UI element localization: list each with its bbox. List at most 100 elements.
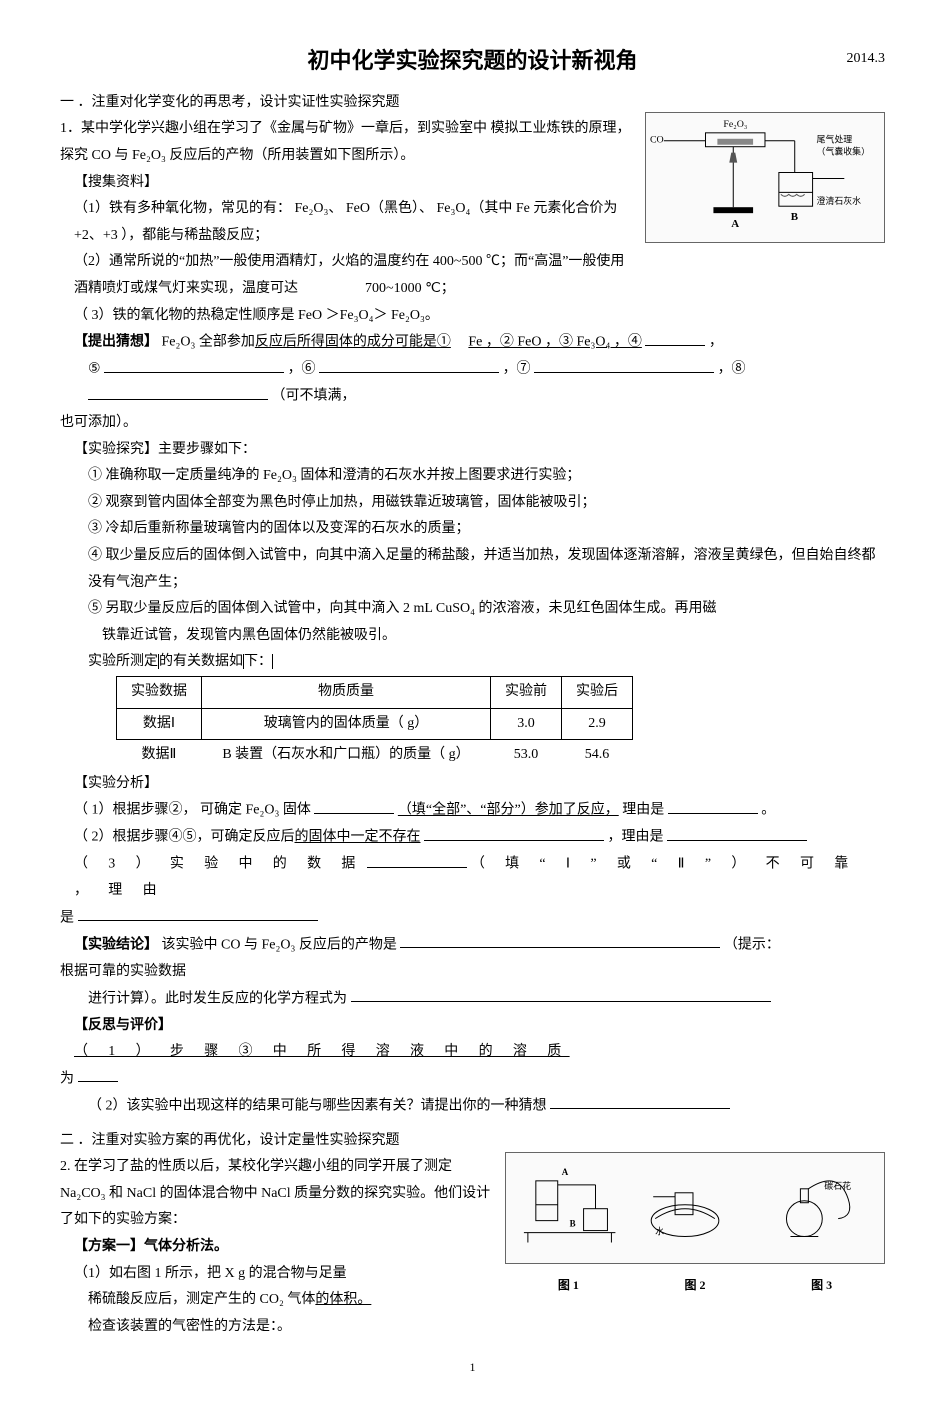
guess-comma-1: ， xyxy=(709,335,723,350)
apparatus-diagram-2: A B 水 碳石花 图 1 图 2 图 3 xyxy=(505,1152,885,1297)
analysis-heading: 【实验分析】 xyxy=(74,771,885,798)
analysis-3: （ 3 ） 实 验 中 的 数 据 （ 填 “ Ⅰ ” 或 “ Ⅱ ” ） 不 … xyxy=(74,851,885,905)
reflect-heading: 【反思与评价】 xyxy=(74,1013,885,1040)
section-2-heading: 二 ．注重对实验方案的再优化，设计定量性实验探究题 xyxy=(60,1128,885,1155)
step-2: ② 观察到管内固体全部变为黑色时停止加热，用磁铁靠近玻璃管，固体能被吸引； xyxy=(88,490,885,517)
analysis-1d: 。 xyxy=(761,803,775,818)
analysis-3c-line: 是 xyxy=(60,905,885,932)
guess-8: ，⑧ xyxy=(718,362,746,377)
analysis-2: （ 2）根据步骤④⑤，可确定反应后的固体中一定不存在 ，理由是 xyxy=(74,824,885,851)
reflect-1b-line: 为 xyxy=(60,1066,885,1093)
step-5a: ⑤ 另取少量反应后的固体倒入试管中，向其中滴入 2 mL CuSO₄ 的浓溶液，… xyxy=(88,596,885,623)
td-1-1: 玻璃管内的固体质量（ g） xyxy=(202,708,491,740)
svg-text:Fe₂O₃: Fe₂O₃ xyxy=(723,119,747,130)
guess-line2: ⑤ ，⑥ ，⑦ ，⑧ （可不填满， xyxy=(88,356,885,410)
conclusion-a: 该实验中 CO 与 Fe₂O₃ 反应后的产物是 xyxy=(162,937,397,952)
conclusion-heading: 【实验结论】 xyxy=(74,937,158,952)
blank-analysis-2b[interactable] xyxy=(667,824,807,840)
reflect-1a: （ 1 ） 步 骤 ③ 中 所 得 溶 液 中 的 溶 质 xyxy=(74,1044,570,1059)
reflect-2-line: （ 2）该实验中出现这样的结果可能与哪些因素有关？请提出你的一种猜想 xyxy=(88,1093,885,1120)
svg-text:澄清石灰水: 澄清石灰水 xyxy=(817,196,862,207)
fig-labels: 图 1 图 2 图 3 xyxy=(505,1274,885,1297)
td-2-0: 数据Ⅱ xyxy=(117,740,202,771)
analysis-3c: 是 xyxy=(60,910,74,925)
blank-analysis-3c[interactable] xyxy=(78,905,318,921)
apparatus-diagram-1: CO Fe₂O₃ A B 尾气处理 （气囊收集） 澄清石灰水 xyxy=(645,112,885,254)
svg-text:B: B xyxy=(570,1219,576,1229)
blank-conclusion-product[interactable] xyxy=(400,932,720,948)
title-date: 2014.3 xyxy=(847,46,886,73)
data-intro-3: 下： xyxy=(244,654,273,669)
gather-2-main: （2）通常所说的“加热”一般使用酒精灯，火焰的温度约在 400~500 ℃；而“… xyxy=(74,254,624,296)
step-5b: 铁靠近试管，发现管内黑色固体仍然能被吸引。 xyxy=(102,623,885,650)
th-3: 实验后 xyxy=(562,677,633,709)
svg-text:A: A xyxy=(562,1167,569,1177)
blank-analysis-2a[interactable] xyxy=(424,824,604,840)
gather-item-2: （2）通常所说的“加热”一般使用酒精灯，火焰的温度约在 400~500 ℃；而“… xyxy=(74,249,885,302)
svg-text:B: B xyxy=(791,211,798,223)
blank-reflect-1[interactable] xyxy=(78,1066,118,1082)
svg-text:水: 水 xyxy=(655,1226,664,1237)
reflect-1b: 为 xyxy=(60,1071,74,1086)
blank-conclusion-equation[interactable] xyxy=(351,986,771,1002)
th-1: 物质质量 xyxy=(202,677,491,709)
analysis-1c: 理由是 xyxy=(622,803,664,818)
plan1-2: 检查该装置的气密性的方法是：。 xyxy=(88,1314,885,1341)
table-row: 数据Ⅱ B 装置（石灰水和广口瓶）的质量（ g） 53.0 54.6 xyxy=(117,740,633,771)
th-0: 实验数据 xyxy=(117,677,202,709)
guess-b: 反应后所得固体的成分可能是① xyxy=(255,335,451,350)
analysis-1: （ 1）根据步骤②， 可确定 Fe₂O₃ 固体 （填“全部”、“部分”）参加了反… xyxy=(74,797,885,824)
data-intro-2: 的有关数据如 xyxy=(158,654,244,669)
blank-6[interactable] xyxy=(319,356,499,372)
td-2-2: 53.0 xyxy=(491,740,562,771)
th-2: 实验前 xyxy=(491,677,562,709)
table-header-row: 实验数据 物质质量 实验前 实验后 xyxy=(117,677,633,709)
analysis-2a: （ 2）根据步骤④⑤，可确定反应后 xyxy=(74,830,295,845)
fig-3-label: 图 3 xyxy=(811,1274,832,1297)
reflect-2: （ 2）该实验中出现这样的结果可能与哪些因素有关？请提出你的一种猜想 xyxy=(88,1098,547,1113)
plan1-1c: 的体积。 xyxy=(315,1292,371,1307)
fig-1-label: 图 1 xyxy=(558,1274,579,1297)
gather-2-tail: 700~1000 ℃； xyxy=(365,281,455,296)
data-intro: 实验所测定的有关数据如下： xyxy=(88,649,885,676)
table-row: 数据Ⅰ 玻璃管内的固体质量（ g） 3.0 2.9 xyxy=(117,708,633,740)
td-1-3: 2.9 xyxy=(562,708,633,740)
blank-7[interactable] xyxy=(534,356,714,372)
td-2-1: B 装置（石灰水和广口瓶）的质量（ g） xyxy=(202,740,491,771)
data-intro-1: 实验所测定 xyxy=(88,654,158,669)
td-1-0: 数据Ⅰ xyxy=(117,708,202,740)
analysis-3a: （ 3 ） 实 验 中 的 数 据 xyxy=(74,857,364,872)
title-text: 初中化学实验探究题的设计新视角 xyxy=(307,48,637,73)
svg-text:尾气处理: 尾气处理 xyxy=(817,134,853,145)
conclusion-line: 【实验结论】 该实验中 CO 与 Fe₂O₃ 反应后的产物是 （提示： xyxy=(74,932,885,959)
blank-8[interactable] xyxy=(88,383,268,399)
td-1-2: 3.0 xyxy=(491,708,562,740)
svg-text:A: A xyxy=(731,218,739,230)
page-title: 初中化学实验探究题的设计新视角 2014.3 xyxy=(60,40,885,82)
step-3: ③ 冷却后重新称量玻璃管内的固体以及变浑的石灰水的质量； xyxy=(88,516,885,543)
reflect-1: （ 1 ） 步 骤 ③ 中 所 得 溶 液 中 的 溶 质 xyxy=(74,1039,885,1066)
conclusion-c: 根据可靠的实验数据 xyxy=(60,959,885,986)
blank-5[interactable] xyxy=(104,356,284,372)
plan1-1b: 稀硫酸反应后，测定产生的 CO₂ 气体 xyxy=(88,1292,315,1307)
analysis-1b: （填“全部”、“部分”）参加了反应， xyxy=(398,803,619,818)
svg-text:（气囊收集）: （气囊收集） xyxy=(817,146,870,157)
step-1: ① 准确称取一定质量纯净的 Fe₂O₃ 固体和澄清的石灰水并按上图要求进行实验； xyxy=(88,463,885,490)
guess-5: ⑤ xyxy=(88,362,101,377)
svg-text:碳石花: 碳石花 xyxy=(824,1180,851,1191)
fig-2-label: 图 2 xyxy=(684,1274,705,1297)
guess-a: Fe₂O₃ 全部参加 xyxy=(162,335,255,350)
blank-4[interactable] xyxy=(645,329,705,345)
conclusion-d-line: 进行计算）。此时发生反应的化学方程式为 xyxy=(88,986,885,1013)
analysis-1a: （ 1）根据步骤②， 可确定 Fe₂O₃ 固体 xyxy=(74,803,311,818)
guess-fe: Fe ，② FeO ，③ Fe₃O₄ ，④ xyxy=(468,335,641,350)
blank-analysis-3[interactable] xyxy=(367,851,467,867)
guess-tail2: （可不填满， xyxy=(272,389,356,404)
blank-reflect-2[interactable] xyxy=(550,1093,730,1109)
guess-heading: 【提出猜想】 xyxy=(74,335,158,350)
analysis-2c: ，理由是 xyxy=(608,830,664,845)
conclusion-b: （提示： xyxy=(724,937,780,952)
blank-analysis-1b[interactable] xyxy=(668,797,758,813)
svg-text:CO: CO xyxy=(650,135,664,146)
blank-analysis-1a[interactable] xyxy=(314,797,394,813)
